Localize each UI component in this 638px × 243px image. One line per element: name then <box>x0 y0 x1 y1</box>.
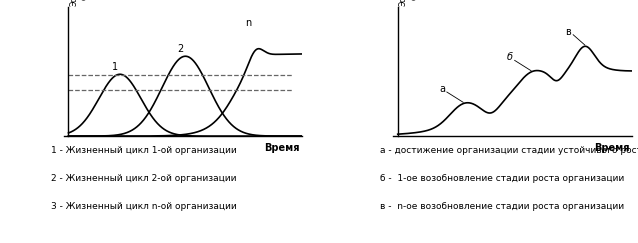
Text: а: а <box>439 84 445 94</box>
Text: Время: Время <box>594 143 629 153</box>
Text: n: n <box>246 18 252 28</box>
Text: Эффективность
организации: Эффективность организации <box>399 0 419 6</box>
Text: 2 - Жизненный цикл 2-ой организации: 2 - Жизненный цикл 2-ой организации <box>51 174 237 183</box>
Text: б -  1-ое возобновление стадии роста организации: б - 1-ое возобновление стадии роста орга… <box>380 174 625 183</box>
Text: 3 - Жизненный цикл n-ой организации: 3 - Жизненный цикл n-ой организации <box>51 202 237 211</box>
Text: 1 - Жизненный цикл 1-ой организации: 1 - Жизненный цикл 1-ой организации <box>51 146 237 155</box>
Text: 1: 1 <box>112 62 118 72</box>
Text: в: в <box>566 27 572 37</box>
Text: Время: Время <box>265 143 300 153</box>
Text: а - достижение организации стадии устойчивого роста: а - достижение организации стадии устойч… <box>380 146 638 155</box>
Text: 2: 2 <box>177 44 184 54</box>
Text: Эффективность
организации: Эффективность организации <box>70 0 89 6</box>
Text: в -  n-ое возобновление стадии роста организации: в - n-ое возобновление стадии роста орга… <box>380 202 625 211</box>
Text: б: б <box>507 52 513 62</box>
